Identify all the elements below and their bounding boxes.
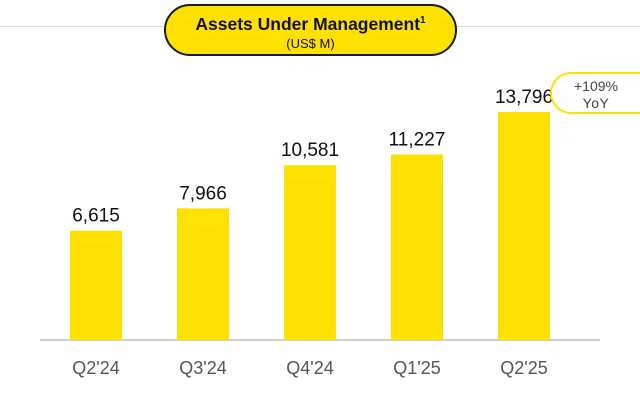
value-label-Q3'24: 7,966 [179, 183, 227, 204]
x-tick-label-Q4'24: Q4'24 [286, 358, 333, 378]
chart-title-pill: Assets Under Management1 (US$ M) [164, 4, 457, 56]
bar-Q2'24 [70, 230, 122, 340]
bar-Q3'24 [177, 208, 229, 340]
x-tick-label-Q2'25: Q2'25 [500, 358, 547, 378]
chart-title: Assets Under Management1 [195, 14, 426, 34]
bar-Q2'25 [498, 112, 550, 340]
yoy-growth-label: YoY [582, 95, 610, 111]
bar-Q1'25 [391, 154, 443, 340]
x-tick-label-Q2'24: Q2'24 [72, 358, 119, 378]
bar-Q4'24 [284, 165, 336, 340]
chart-subtitle: (US$ M) [286, 36, 335, 51]
x-tick-label-Q1'25: Q1'25 [393, 358, 440, 378]
yoy-growth-value: +109% [574, 78, 618, 94]
title-footnote: 1 [420, 15, 426, 27]
value-label-Q2'25: 13,796 [495, 87, 553, 108]
yoy-growth-badge: +109% YoY [550, 72, 640, 114]
x-tick-label-Q3'24: Q3'24 [179, 358, 226, 378]
value-label-Q1'25: 11,227 [389, 129, 446, 150]
value-label-Q4'24: 10,581 [281, 140, 339, 161]
value-label-Q2'24: 6,615 [72, 206, 120, 227]
